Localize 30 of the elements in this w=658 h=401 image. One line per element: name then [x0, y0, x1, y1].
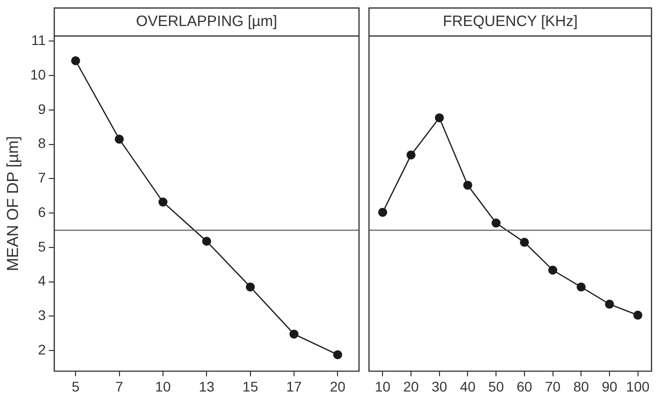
y-tick-label: 2: [38, 341, 46, 358]
x-tick-label: 50: [488, 378, 504, 394]
x-tick-label: 60: [516, 378, 532, 394]
chart-title: FREQUENCY [KHz]: [442, 13, 578, 30]
x-tick-label: 7: [115, 378, 124, 394]
x-tick-label: 20: [403, 378, 420, 394]
x-tick-label: 15: [242, 378, 258, 394]
y-tick-label: 11: [31, 32, 46, 48]
y-tick-label: 3: [38, 307, 46, 324]
chart-title: OVERLAPPING [µm]: [136, 13, 278, 30]
y-tick-label: 5: [38, 238, 46, 254]
x-tick-label: 10: [155, 378, 171, 394]
x-tick-label: 90: [602, 378, 618, 394]
x-tick-label: 5: [72, 378, 80, 394]
x-tick-label: 20: [330, 378, 346, 394]
x-tick-label: 17: [286, 378, 302, 394]
y-tick-label: 7: [38, 170, 46, 186]
x-tick-label: 13: [198, 378, 215, 394]
y-tick-label: 8: [38, 135, 46, 152]
x-tick-label: 30: [432, 378, 448, 394]
y-tick-label: 4: [38, 272, 46, 289]
y-tick-label: 6: [38, 204, 46, 220]
y-tick-label: 9: [38, 100, 46, 117]
y-axis-title: MEAN OF DP [µm]: [5, 136, 22, 272]
x-tick-label: 100: [626, 378, 650, 394]
x-tick-label: 80: [573, 378, 590, 394]
x-tick-label: 10: [374, 378, 391, 394]
x-tick-label: 40: [460, 378, 476, 394]
y-tick-label: 10: [30, 66, 46, 82]
x-tick-label: 70: [544, 378, 561, 394]
